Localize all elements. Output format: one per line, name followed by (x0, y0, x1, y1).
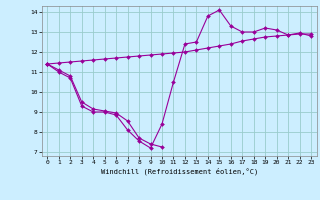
X-axis label: Windchill (Refroidissement éolien,°C): Windchill (Refroidissement éolien,°C) (100, 168, 258, 175)
